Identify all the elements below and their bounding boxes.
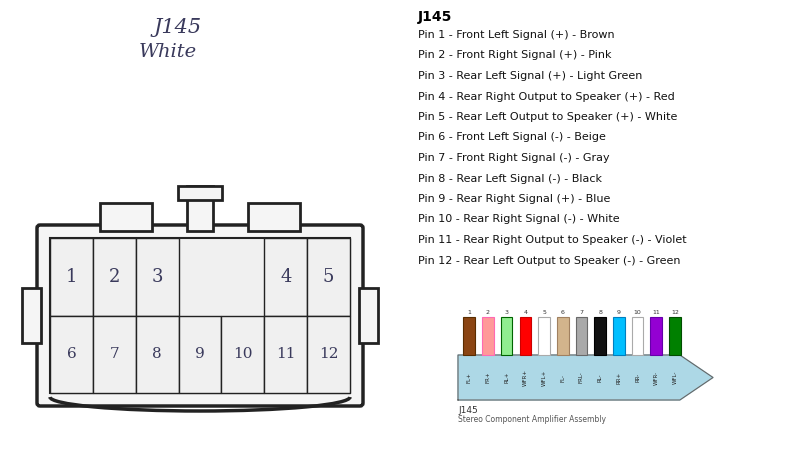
Text: 10: 10 [634, 310, 642, 315]
Text: 8: 8 [152, 347, 162, 361]
Bar [248, 203, 300, 231]
Text: J145: J145 [458, 406, 478, 415]
Bar [264, 315, 307, 393]
Text: 12: 12 [319, 347, 338, 361]
Bar [557, 317, 569, 355]
Text: FRL-: FRL- [579, 372, 584, 383]
Text: 6: 6 [66, 347, 76, 361]
Bar [538, 317, 550, 355]
Text: J145: J145 [154, 18, 202, 37]
Text: 7: 7 [110, 347, 119, 361]
Text: 3: 3 [151, 268, 163, 286]
Bar [222, 315, 264, 393]
Polygon shape [458, 355, 713, 400]
Text: 1: 1 [467, 310, 471, 315]
Text: 6: 6 [561, 310, 565, 315]
Bar [632, 317, 643, 355]
Text: 4: 4 [523, 310, 527, 315]
Text: Pin 3 - Rear Left Signal (+) - Light Green: Pin 3 - Rear Left Signal (+) - Light Gre… [418, 71, 642, 81]
Text: Pin 9 - Rear Right Signal (+) - Blue: Pin 9 - Rear Right Signal (+) - Blue [418, 194, 610, 204]
Bar [576, 317, 587, 355]
Text: WFR-: WFR- [654, 371, 658, 385]
Bar [669, 317, 681, 355]
Text: RR-: RR- [635, 373, 640, 382]
Text: 9: 9 [617, 310, 621, 315]
Text: White: White [139, 43, 197, 61]
Bar [463, 317, 475, 355]
Bar [50, 238, 350, 393]
Bar [264, 238, 307, 315]
Text: WFL-: WFL- [673, 371, 678, 384]
Text: 12: 12 [671, 310, 679, 315]
Text: 8: 8 [598, 310, 602, 315]
Bar [482, 317, 494, 355]
Text: Pin 6 - Front Left Signal (-) - Beige: Pin 6 - Front Left Signal (-) - Beige [418, 132, 606, 142]
Text: J145: J145 [418, 10, 452, 24]
Bar [613, 317, 625, 355]
Text: RL+: RL+ [504, 372, 509, 383]
Text: 10: 10 [233, 347, 253, 361]
Text: 5: 5 [542, 310, 546, 315]
Text: Pin 11 - Rear Right Output to Speaker (-) - Violet: Pin 11 - Rear Right Output to Speaker (-… [418, 235, 686, 245]
Bar [187, 186, 213, 231]
Text: WFR+: WFR+ [523, 369, 528, 386]
Text: WFL+: WFL+ [542, 369, 546, 386]
Bar [136, 238, 178, 315]
Bar [178, 315, 222, 393]
Text: RL-: RL- [598, 373, 602, 382]
Bar [100, 203, 152, 231]
Bar [501, 317, 513, 355]
Bar [307, 238, 350, 315]
Text: 3: 3 [505, 310, 509, 315]
Bar [22, 288, 41, 343]
Bar [594, 317, 606, 355]
Text: 1: 1 [66, 268, 77, 286]
Bar [519, 317, 531, 355]
Bar [650, 317, 662, 355]
Text: Pin 8 - Rear Left Signal (-) - Black: Pin 8 - Rear Left Signal (-) - Black [418, 174, 602, 183]
FancyBboxPatch shape [37, 225, 363, 406]
Text: RR+: RR+ [616, 372, 622, 384]
Bar [93, 238, 136, 315]
Text: Pin 5 - Rear Left Output to Speaker (+) - White: Pin 5 - Rear Left Output to Speaker (+) … [418, 112, 678, 122]
Text: 9: 9 [195, 347, 205, 361]
Text: Pin 2 - Front Right Signal (+) - Pink: Pin 2 - Front Right Signal (+) - Pink [418, 51, 611, 60]
Text: Pin 12 - Rear Left Output to Speaker (-) - Green: Pin 12 - Rear Left Output to Speaker (-)… [418, 256, 681, 265]
Text: 2: 2 [486, 310, 490, 315]
Text: 4: 4 [280, 268, 291, 286]
Text: FR+: FR+ [486, 372, 490, 383]
Bar [50, 315, 93, 393]
Bar [136, 315, 178, 393]
Bar [178, 186, 222, 200]
Text: Stereo Component Amplifier Assembly: Stereo Component Amplifier Assembly [458, 415, 606, 424]
Text: 11: 11 [276, 347, 295, 361]
Bar [50, 238, 93, 315]
Text: Pin 4 - Rear Right Output to Speaker (+) - Red: Pin 4 - Rear Right Output to Speaker (+)… [418, 92, 674, 102]
Text: FL+: FL+ [466, 372, 472, 383]
Bar [359, 288, 378, 343]
Text: 5: 5 [323, 268, 334, 286]
Text: 7: 7 [579, 310, 583, 315]
Text: Pin 7 - Front Right Signal (-) - Gray: Pin 7 - Front Right Signal (-) - Gray [418, 153, 610, 163]
Text: 2: 2 [109, 268, 120, 286]
Text: Pin 10 - Rear Right Signal (-) - White: Pin 10 - Rear Right Signal (-) - White [418, 214, 620, 225]
Text: Pin 1 - Front Left Signal (+) - Brown: Pin 1 - Front Left Signal (+) - Brown [418, 30, 614, 40]
Bar [93, 315, 136, 393]
Text: FL-: FL- [560, 373, 566, 381]
Text: 11: 11 [652, 310, 660, 315]
Bar [307, 315, 350, 393]
